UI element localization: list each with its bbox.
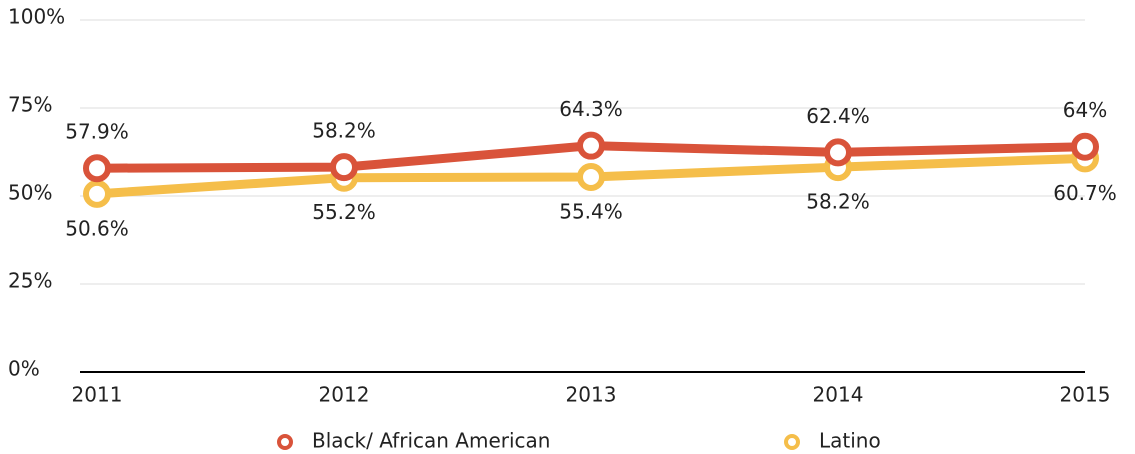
data-label: 58.2% bbox=[806, 190, 870, 214]
x-tick-label: 2015 bbox=[1060, 383, 1111, 407]
y-tick-label: 0% bbox=[8, 357, 40, 381]
x-tick-label: 2011 bbox=[72, 383, 123, 407]
data-label: 57.9% bbox=[65, 120, 129, 144]
data-label: 55.2% bbox=[312, 200, 376, 224]
y-tick-label: 75% bbox=[8, 93, 52, 117]
x-tick-label: 2012 bbox=[319, 383, 370, 407]
data-label: 58.2% bbox=[312, 119, 376, 143]
legend-label: Black/ African American bbox=[312, 429, 550, 453]
legend-marker bbox=[784, 434, 800, 450]
data-label: 50.6% bbox=[65, 216, 129, 240]
point bbox=[83, 179, 111, 208]
data-label: 60.7% bbox=[1053, 181, 1117, 205]
data-label: 62.4% bbox=[806, 104, 870, 128]
point bbox=[330, 153, 358, 182]
point bbox=[1071, 132, 1099, 161]
legend-marker bbox=[277, 434, 293, 450]
legend-label: Latino bbox=[819, 429, 881, 453]
data-label: 64.3% bbox=[559, 97, 623, 121]
point bbox=[83, 154, 111, 183]
data-label: 64% bbox=[1063, 98, 1107, 122]
x-tick-label: 2014 bbox=[813, 383, 864, 407]
y-tick-label: 50% bbox=[8, 181, 52, 205]
y-tick-label: 100% bbox=[8, 5, 65, 29]
point bbox=[824, 138, 852, 167]
point bbox=[577, 131, 605, 160]
point bbox=[577, 162, 605, 191]
data-label: 55.4% bbox=[559, 199, 623, 223]
y-tick-label: 25% bbox=[8, 269, 52, 293]
x-tick-label: 2013 bbox=[566, 383, 617, 407]
